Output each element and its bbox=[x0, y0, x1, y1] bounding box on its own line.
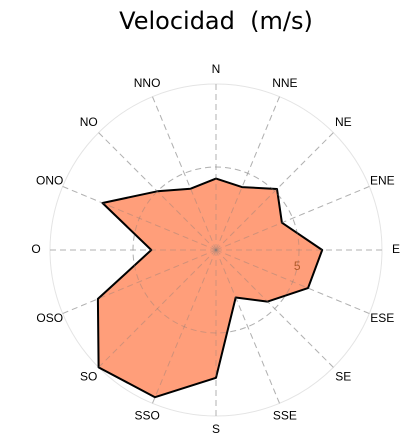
spoke-overlay bbox=[62, 186, 217, 251]
category-label: SE bbox=[335, 369, 351, 383]
category-label: NNO bbox=[134, 76, 161, 90]
category-label: ONO bbox=[36, 173, 63, 187]
spoke-overlay bbox=[152, 96, 217, 251]
r-tick-label: 5 bbox=[294, 259, 301, 273]
spoke-overlay bbox=[62, 249, 217, 314]
chart-title: Velocidad (m/s) bbox=[119, 7, 313, 35]
category-label: SSE bbox=[273, 408, 297, 422]
spoke bbox=[215, 249, 334, 368]
category-label: ENE bbox=[370, 173, 395, 187]
category-label: SSO bbox=[134, 408, 159, 422]
spoke-overlay bbox=[215, 132, 334, 251]
spoke-overlay bbox=[215, 249, 280, 404]
grid-circle-overlay bbox=[132, 166, 300, 334]
spoke bbox=[152, 96, 217, 251]
category-label: S bbox=[212, 422, 220, 434]
spoke-overlay bbox=[215, 249, 334, 368]
spoke-overlay bbox=[215, 249, 370, 314]
category-label: NO bbox=[80, 115, 98, 129]
category-label: NE bbox=[335, 115, 352, 129]
spoke-overlay bbox=[98, 249, 217, 368]
spoke-overlay bbox=[152, 249, 217, 404]
spoke bbox=[215, 186, 370, 251]
spoke-overlay bbox=[215, 186, 370, 251]
spoke bbox=[215, 249, 280, 404]
category-label: ESE bbox=[370, 311, 394, 325]
category-label: SO bbox=[80, 369, 97, 383]
spoke bbox=[215, 96, 280, 251]
category-label: N bbox=[212, 62, 221, 76]
category-label: O bbox=[31, 242, 40, 256]
data-area bbox=[96, 177, 324, 399]
category-label: OSO bbox=[36, 311, 63, 325]
spoke-overlay bbox=[215, 96, 280, 251]
category-label: E bbox=[392, 242, 400, 256]
category-label: NNE bbox=[272, 76, 297, 90]
spoke-overlay bbox=[98, 132, 217, 251]
